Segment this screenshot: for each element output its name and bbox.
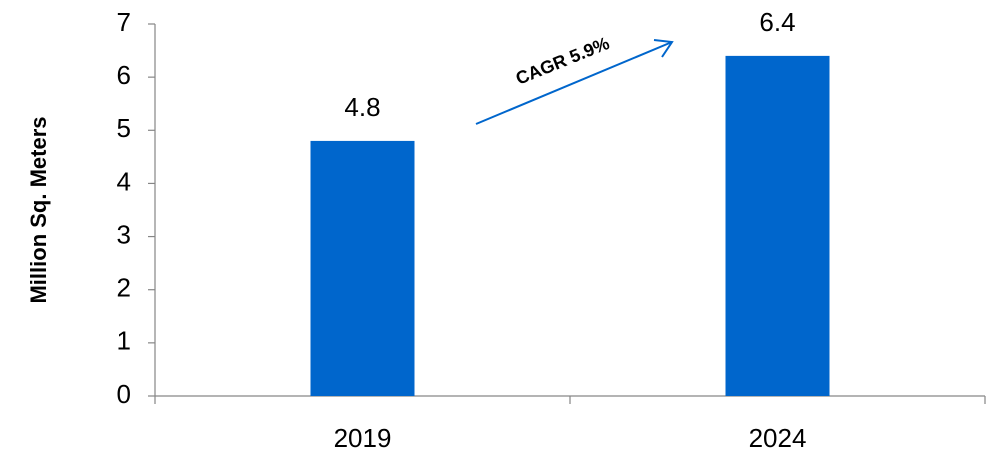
x-tick-label: 2024 — [749, 423, 807, 453]
y-tick-label: 2 — [117, 273, 131, 303]
y-tick-label: 7 — [117, 7, 131, 37]
y-tick-label: 6 — [117, 60, 131, 90]
data-label: 6.4 — [759, 7, 795, 37]
annotation: CAGR 5.9% — [513, 33, 612, 89]
bar — [725, 55, 830, 397]
arrow-head — [653, 39, 674, 58]
arrow-shaft — [475, 41, 673, 125]
y-axis-label: Million Sq. Meters — [26, 116, 51, 303]
y-tick-label: 5 — [117, 113, 131, 143]
x-tick-label: 2019 — [334, 423, 392, 453]
y-tick-label: 1 — [117, 326, 131, 356]
y-tick-label: 3 — [117, 219, 131, 249]
y-tick-label: 4 — [117, 166, 131, 196]
y-tick-label: 0 — [117, 379, 131, 409]
data-label: 4.8 — [344, 92, 380, 122]
cagr-arrow — [475, 39, 674, 125]
bar — [310, 140, 415, 396]
